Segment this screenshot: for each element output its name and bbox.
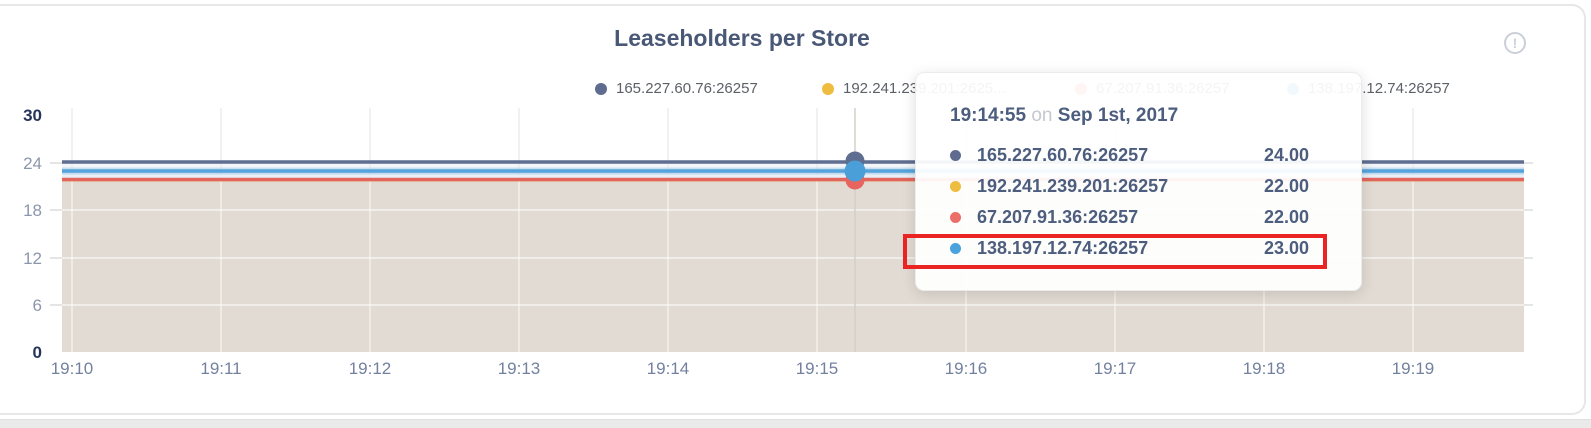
svg-text:19:14: 19:14 — [647, 359, 690, 378]
svg-text:19:15: 19:15 — [796, 359, 839, 378]
x-axis-labels: 19:10 19:11 19:12 19:13 19:14 19:15 19:1… — [51, 359, 1435, 378]
tooltip-time: 19:14:55 — [950, 105, 1027, 126]
tooltip-series-value: 23.00 — [1263, 238, 1309, 258]
svg-text:30: 30 — [23, 106, 42, 125]
highlight-annotation-box — [903, 234, 1327, 269]
tooltip-series-name: 67.207.91.36:26257 — [977, 207, 1139, 227]
tooltip-timestamp: 19:14:55 on Sep 1st, 2017 — [950, 105, 1309, 127]
legend-dot-icon — [822, 82, 834, 95]
svg-text:19:19: 19:19 — [1392, 359, 1435, 378]
tooltip-series-value: 22.00 — [1263, 176, 1309, 196]
svg-text:18: 18 — [23, 201, 42, 220]
tooltip-series-value: 22.00 — [1263, 207, 1309, 227]
series-dot-icon — [950, 181, 961, 192]
series-dot-icon — [950, 243, 961, 254]
legend-label: 165.227.60.76:26257 — [616, 80, 758, 97]
tooltip-row: 165.227.60.76:26257 24.00 — [950, 140, 1309, 171]
svg-text:0: 0 — [33, 343, 42, 362]
y-axis-labels: 30 24 18 12 6 0 — [23, 106, 42, 362]
tooltip-date: Sep 1st, 2017 — [1057, 105, 1179, 126]
svg-text:19:13: 19:13 — [498, 359, 541, 378]
tooltip-series-name: 192.241.239.201:26257 — [977, 176, 1169, 196]
tooltip-series-name: 138.197.12.74:26257 — [977, 238, 1149, 258]
svg-text:19:16: 19:16 — [945, 359, 988, 378]
chart-tooltip: 19:14:55 on Sep 1st, 2017 165.227.60.76:… — [915, 72, 1362, 291]
hover-dot-blue — [844, 160, 866, 182]
legend-item[interactable]: 165.227.60.76:26257 — [595, 80, 758, 97]
info-icon[interactable]: ! — [1504, 32, 1526, 54]
series-dot-icon — [950, 150, 961, 161]
svg-text:19:11: 19:11 — [200, 359, 241, 378]
svg-text:19:12: 19:12 — [349, 359, 392, 378]
legend-dot-icon — [595, 82, 607, 95]
series-dot-icon — [950, 212, 961, 223]
tooltip-row: 67.207.91.36:26257 22.00 — [950, 202, 1309, 233]
tooltip-series-value: 24.00 — [1263, 145, 1309, 165]
tooltip-series-name: 165.227.60.76:26257 — [977, 145, 1149, 165]
chart-title: Leaseholders per Store — [614, 25, 870, 51]
svg-text:19:18: 19:18 — [1243, 359, 1286, 378]
svg-text:12: 12 — [23, 249, 42, 268]
svg-text:19:17: 19:17 — [1094, 359, 1137, 378]
svg-text:6: 6 — [33, 296, 42, 315]
tooltip-row: 192.241.239.201:26257 22.00 — [950, 171, 1309, 202]
bottom-divider — [0, 419, 1591, 428]
svg-text:19:10: 19:10 — [51, 359, 94, 378]
svg-text:24: 24 — [23, 154, 42, 173]
tooltip-conjunction: on — [1031, 105, 1053, 126]
hover-point-markers[interactable] — [844, 151, 866, 190]
tooltip-row-highlighted: 138.197.12.74:26257 23.00 — [950, 233, 1309, 264]
